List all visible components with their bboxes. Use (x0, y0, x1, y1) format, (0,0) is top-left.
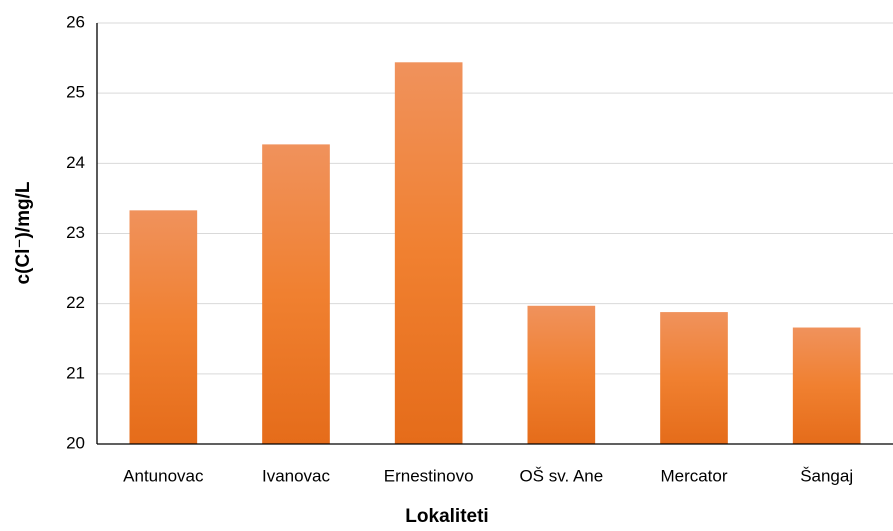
y-tick-label: 22 (66, 293, 85, 312)
x-tick-label: Antunovac (123, 466, 204, 485)
x-tick-label: OŠ sv. Ane (519, 466, 603, 485)
grid (97, 22, 893, 445)
bar (527, 305, 596, 444)
bar (792, 327, 861, 444)
x-tick-label: Ernestinovo (384, 466, 474, 485)
x-tick-label: Šangaj (800, 466, 853, 485)
x-tick-label: Mercator (660, 466, 727, 485)
bar (660, 312, 728, 444)
x-tick-label: Ivanovac (262, 466, 331, 485)
y-tick-label: 25 (66, 83, 85, 102)
bars (129, 62, 861, 444)
bar (262, 144, 330, 444)
y-tick-label: 26 (66, 12, 85, 31)
bar (394, 62, 463, 444)
y-tick-label: 23 (66, 223, 85, 242)
y-tick-label: 24 (66, 153, 85, 172)
y-axis-title: c(Cl⁻)/mg/L (13, 181, 34, 284)
bar (129, 210, 198, 444)
y-tick-label: 21 (66, 363, 85, 382)
x-axis-title: Lokaliteti (405, 506, 488, 527)
y-tick-label: 20 (66, 433, 85, 452)
